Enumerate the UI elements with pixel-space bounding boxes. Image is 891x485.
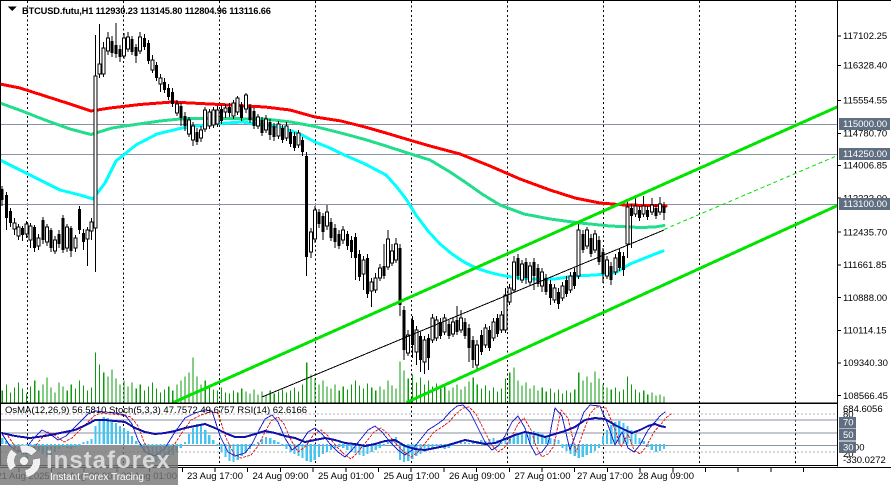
svg-text:111661.85: 111661.85 xyxy=(843,260,887,271)
svg-text:Instant Forex Tracing: Instant Forex Tracing xyxy=(50,472,144,483)
svg-text:113100.00: 113100.00 xyxy=(843,199,887,210)
svg-text:114780.70: 114780.70 xyxy=(843,129,887,140)
svg-text:30: 30 xyxy=(843,443,854,454)
svg-text:110114.15: 110114.15 xyxy=(843,326,887,337)
svg-text:27 Aug 01:00: 27 Aug 01:00 xyxy=(515,471,571,482)
svg-text:23 Aug 17:00: 23 Aug 17:00 xyxy=(187,471,243,482)
svg-text:684.6056: 684.6056 xyxy=(843,404,883,415)
svg-text:114006.85: 114006.85 xyxy=(843,161,887,172)
svg-text:27 Aug 17:00: 27 Aug 17:00 xyxy=(577,471,633,482)
svg-text:28 Aug 09:00: 28 Aug 09:00 xyxy=(638,471,694,482)
svg-text:115000.00: 115000.00 xyxy=(843,119,887,130)
svg-text:24 Aug 09:00: 24 Aug 09:00 xyxy=(253,471,309,482)
svg-text:114250.00: 114250.00 xyxy=(843,149,887,160)
svg-text:OsMA(12,26,9) 56.5810 Stoch(5: OsMA(12,26,9) 56.5810 Stoch(5,3,3) 47.75… xyxy=(5,405,307,416)
svg-text:-330.0272: -330.0272 xyxy=(843,455,886,466)
svg-text:20: 20 xyxy=(843,449,854,460)
svg-text:115554.55: 115554.55 xyxy=(843,96,887,107)
svg-text:BTCUSD.futu,H1 112930.23 1131: BTCUSD.futu,H1 112930.23 113145.80 11280… xyxy=(22,6,271,16)
svg-text:instaforex: instaforex xyxy=(46,447,171,474)
svg-text:108566.45: 108566.45 xyxy=(843,391,888,402)
svg-text:50: 50 xyxy=(843,430,854,441)
svg-text:117102.25: 117102.25 xyxy=(843,31,887,42)
svg-text:70: 70 xyxy=(843,418,854,429)
svg-text:112435.70: 112435.70 xyxy=(843,227,887,238)
svg-text:25 Aug 01:00: 25 Aug 01:00 xyxy=(318,471,374,482)
svg-text:109340.30: 109340.30 xyxy=(843,358,888,369)
svg-text:116328.40: 116328.40 xyxy=(843,61,887,72)
svg-text:110888.00: 110888.00 xyxy=(843,293,887,304)
svg-text:26 Aug 09:00: 26 Aug 09:00 xyxy=(449,471,505,482)
svg-text:80: 80 xyxy=(843,410,854,421)
svg-text:25 Aug 17:00: 25 Aug 17:00 xyxy=(384,471,440,482)
